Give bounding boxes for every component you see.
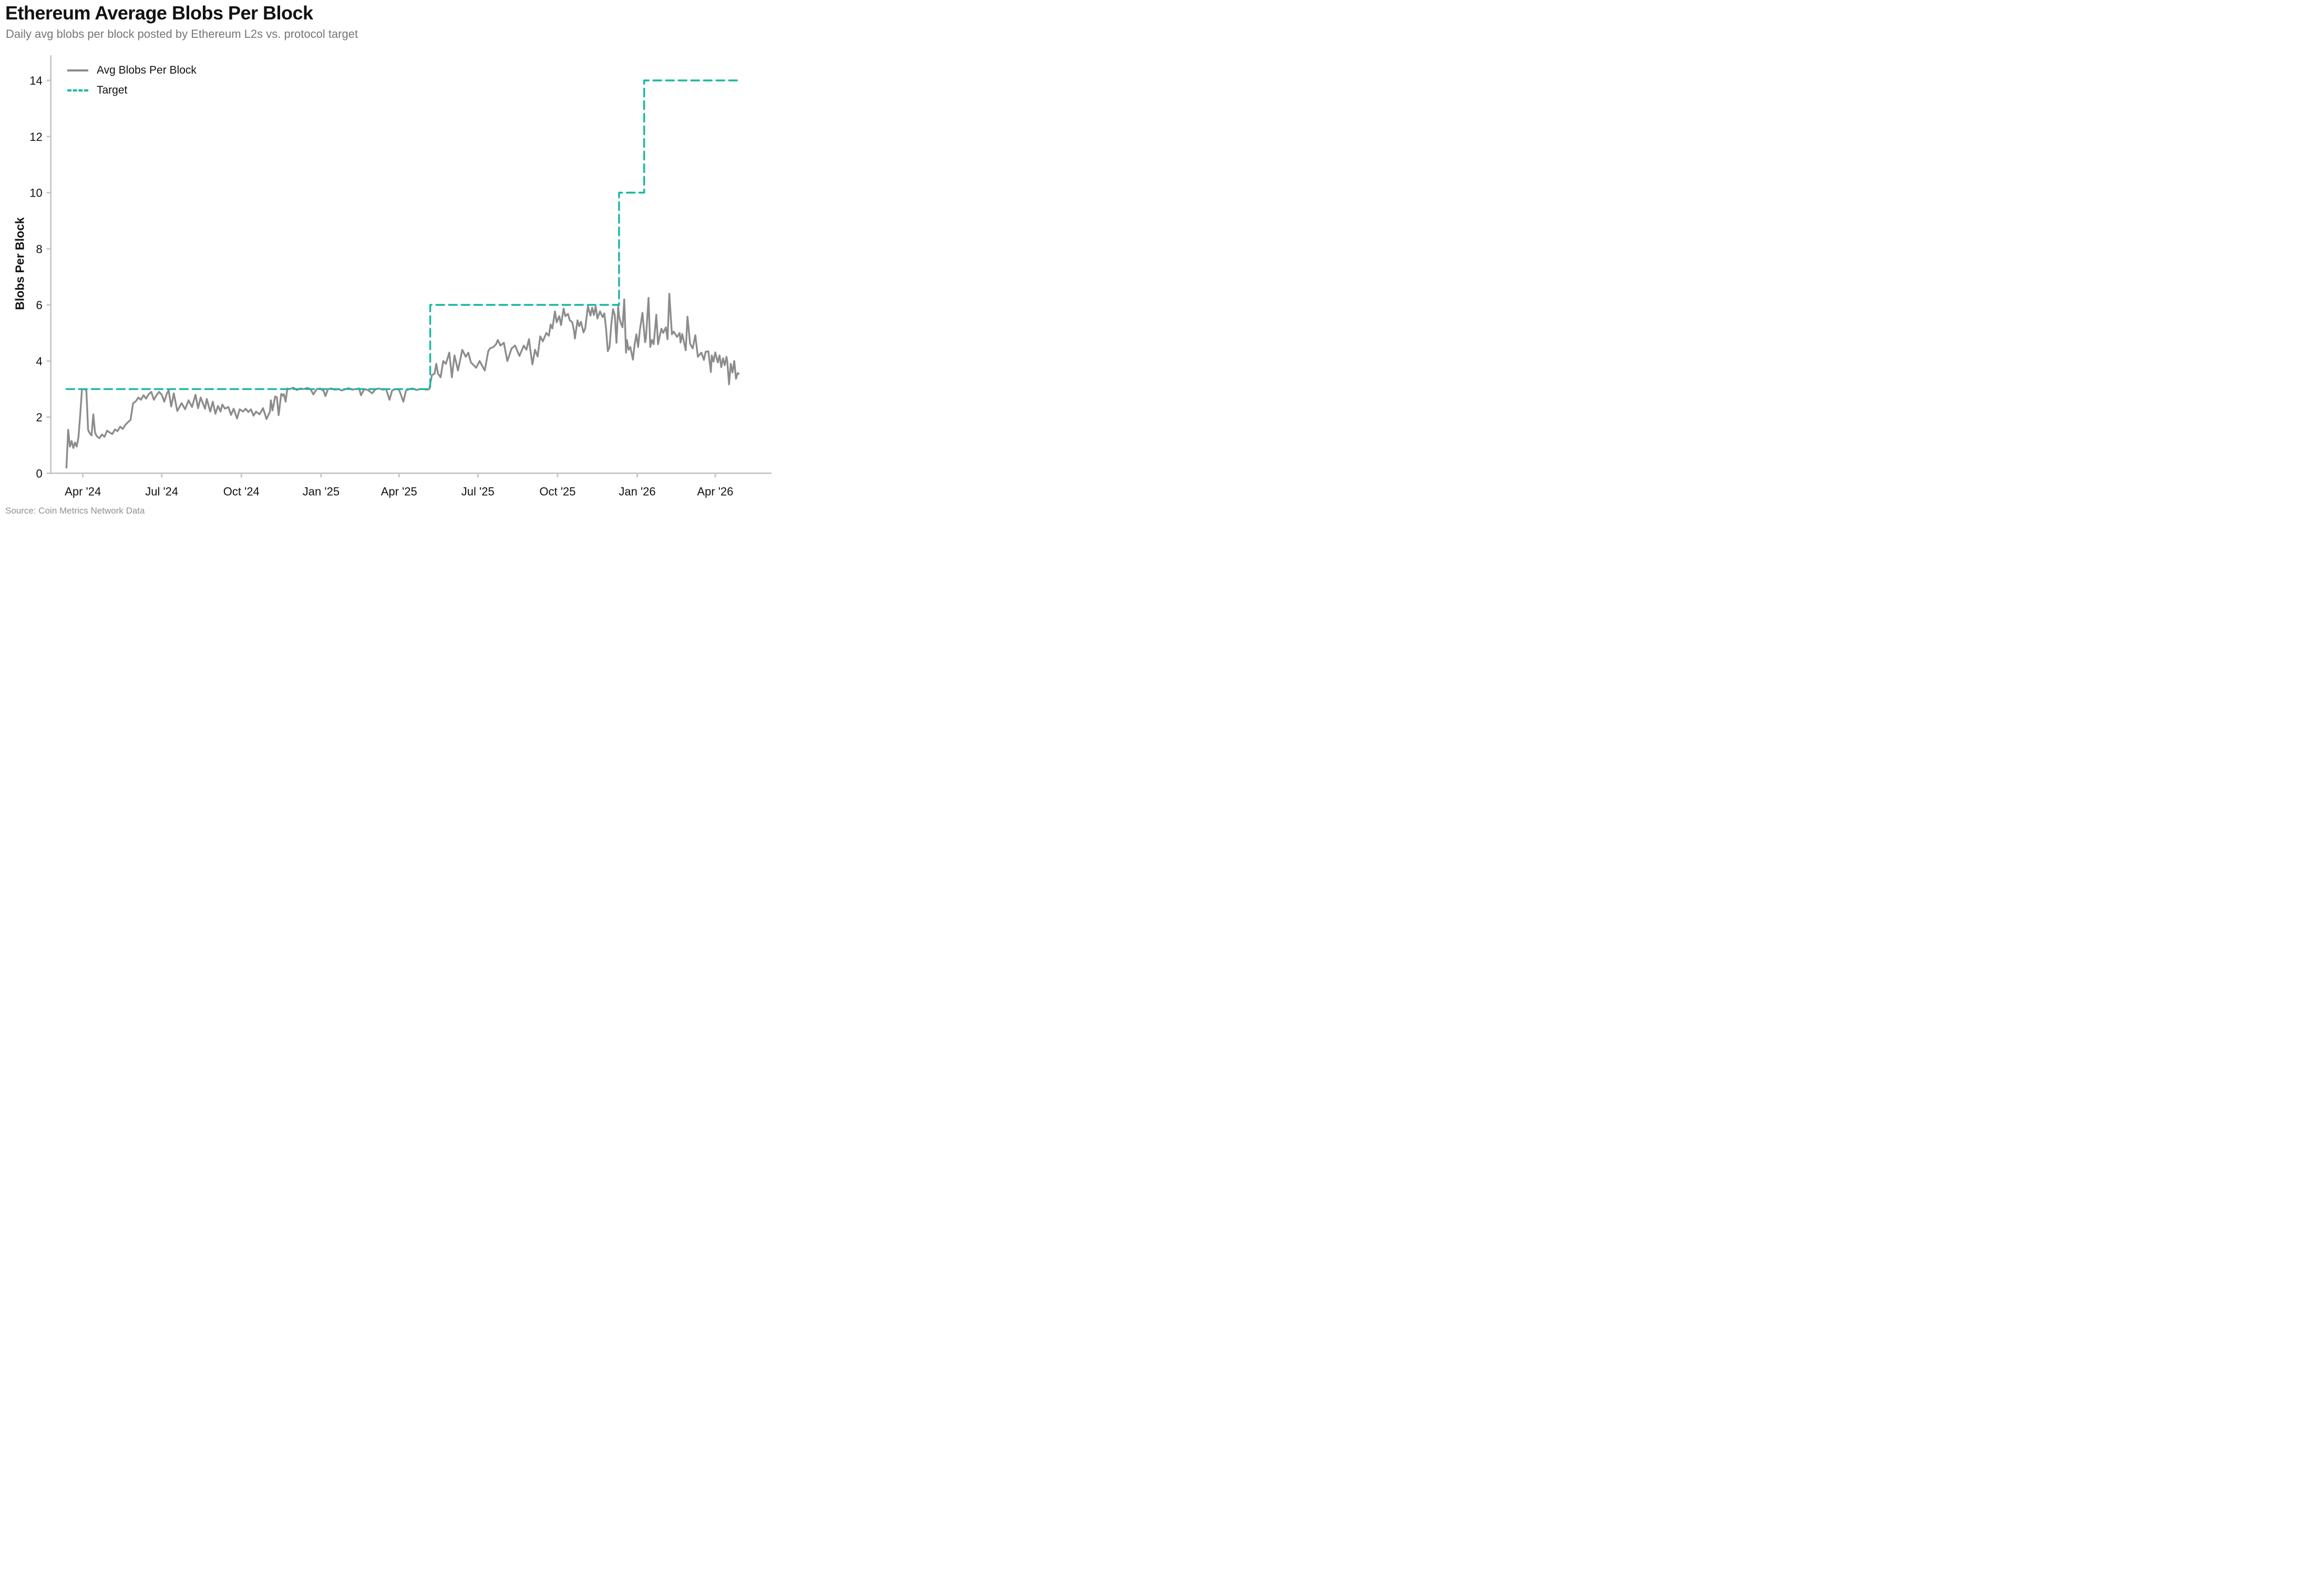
source-credit: Source: Coin Metrics Network Data (5, 506, 145, 516)
y-tick-label: 10 (29, 187, 42, 200)
chart-subtitle: Daily avg blobs per block posted by Ethe… (6, 27, 358, 40)
y-tick-label: 6 (36, 299, 42, 312)
legend-item-avg-blobs[interactable]: Avg Blobs Per Block (67, 64, 197, 77)
x-tick-label: Jan '26 (619, 485, 655, 498)
x-tick-label: Jul '25 (461, 485, 495, 498)
x-tick-label: Apr '26 (697, 485, 733, 498)
y-tick-label: 2 (36, 411, 42, 424)
x-tick-label: Oct '25 (539, 485, 575, 498)
x-tick-label: Apr '24 (65, 485, 101, 498)
x-tick-label: Apr '25 (381, 485, 417, 498)
y-axis-title: Blobs Per Block (13, 217, 27, 310)
y-tick-label: 4 (36, 355, 42, 368)
plot-area: Apr '24 Jul '24 Oct '24 Jan '25 Apr '25 Jul '… (29, 55, 772, 498)
y-tick-label: 0 (36, 467, 42, 480)
y-tick-label: 14 (29, 74, 42, 87)
x-tick-label: Oct '24 (223, 485, 260, 498)
legend-item-target[interactable]: Target (67, 84, 197, 97)
avg-blobs-line (65, 293, 740, 469)
legend-label: Avg Blobs Per Block (97, 64, 197, 76)
x-tick-label: Jan '25 (303, 485, 340, 498)
y-tick-label: 8 (36, 242, 42, 255)
legend-label: Target (97, 84, 128, 96)
chart-page: { "title": "Ethereum Average Blobs Per B… (0, 0, 775, 526)
legend: Avg Blobs Per Block Target (67, 64, 197, 97)
target-line-swatch-icon (67, 89, 88, 91)
y-tick-label: 12 (29, 130, 42, 144)
avg-line-swatch-icon (67, 69, 88, 71)
x-tick-label: Jul '24 (145, 485, 178, 498)
chart-title: Ethereum Average Blobs Per Block (5, 2, 313, 24)
target-line (65, 79, 739, 390)
